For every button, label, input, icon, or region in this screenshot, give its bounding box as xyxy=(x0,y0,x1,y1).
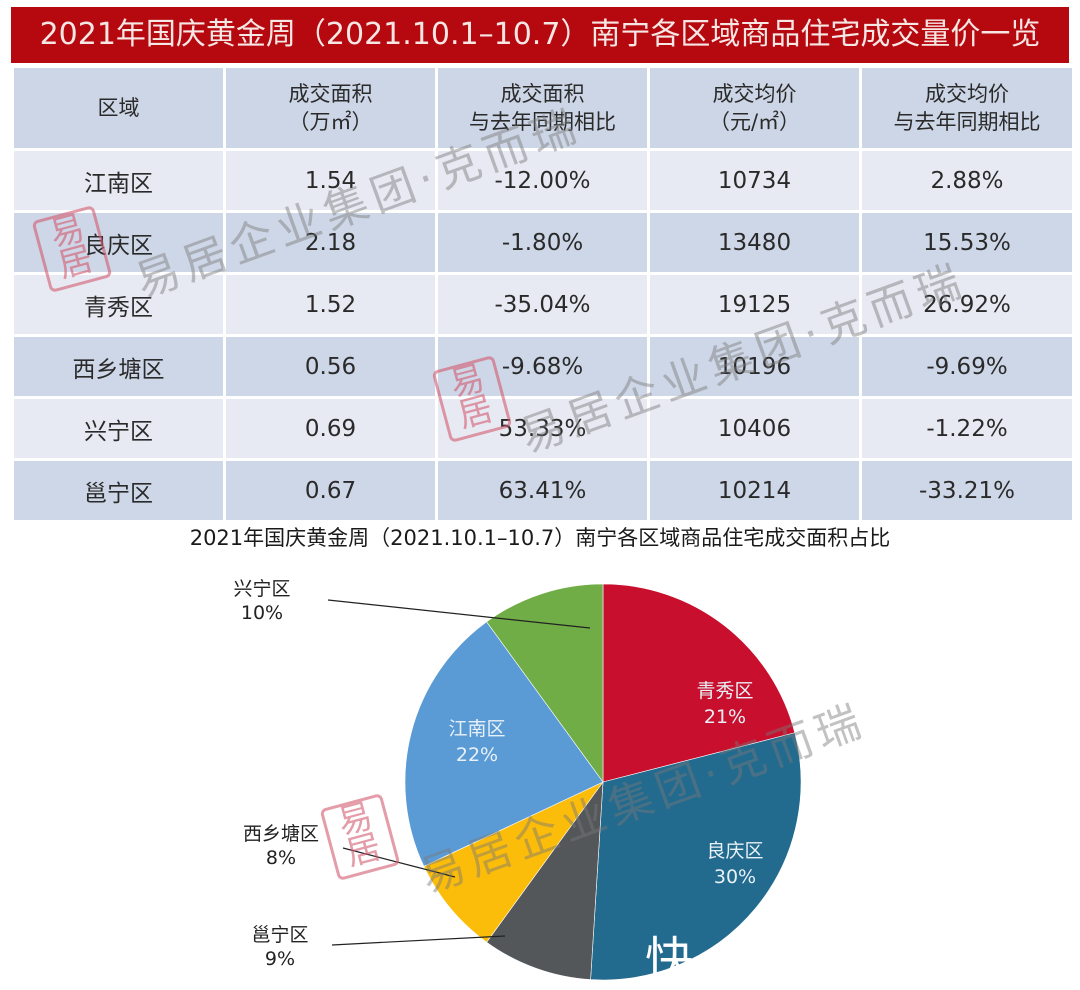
pie-slice xyxy=(602,583,796,783)
cell-area: 0.67 xyxy=(226,461,435,523)
table-row: 良庆区 2.18 -1.80% 13480 15.53% xyxy=(14,213,1072,275)
slice-name: 青秀区 xyxy=(696,680,754,702)
cell-district: 邕宁区 xyxy=(14,461,223,523)
slice-percent: 30% xyxy=(713,866,757,888)
slice-percent: 9% xyxy=(264,948,296,970)
col-header-label: 区域 xyxy=(97,96,140,120)
table-title: 2021年国庆黄金周（2021.10.1–10.7）南宁各区域商品住宅成交量价一… xyxy=(11,7,1069,63)
cell-area: 1.52 xyxy=(226,275,435,337)
table-header-row: 区域 成交面积 （万㎡） 成交面积与去年同期相比 成交均价 （元/㎡） 成交均价与去… xyxy=(14,68,1072,151)
corner-overlay-text: 快 xyxy=(645,932,698,988)
cell-price-yoy: 15.53% xyxy=(862,213,1072,275)
cell-price: 10734 xyxy=(650,151,859,213)
pie-label-yongning: 邕宁区 9% xyxy=(240,923,320,971)
cell-area-yoy: 53.33% xyxy=(438,399,647,461)
slice-name: 良庆区 xyxy=(706,840,764,862)
cell-price-yoy: 26.92% xyxy=(862,275,1072,337)
pie-slice xyxy=(590,732,802,981)
cell-price-yoy: 2.88% xyxy=(862,151,1072,213)
cell-area-yoy: 63.41% xyxy=(438,461,647,523)
col-header-label: 成交面积 xyxy=(500,82,585,106)
transaction-table: 区域 成交面积 （万㎡） 成交面积与去年同期相比 成交均价 （元/㎡） 成交均价与去… xyxy=(11,68,1075,523)
cell-price: 13480 xyxy=(650,213,859,275)
cell-price: 10214 xyxy=(650,461,859,523)
cell-price: 10406 xyxy=(650,399,859,461)
col-header-label: 成交均价 xyxy=(925,82,1009,106)
leader-line xyxy=(327,599,591,629)
cell-price-yoy: -1.22% xyxy=(862,399,1072,461)
leader-line xyxy=(342,847,456,878)
slice-percent: 21% xyxy=(703,706,747,728)
cell-area: 0.56 xyxy=(226,337,435,399)
col-header-price: 成交均价 （元/㎡） xyxy=(650,68,859,151)
cell-area: 2.18 xyxy=(226,213,435,275)
cell-area-yoy: -35.04% xyxy=(438,275,647,337)
slice-name: 兴宁区 xyxy=(233,578,291,600)
cell-district: 西乡塘区 xyxy=(14,337,223,399)
col-header-sublabel: （元/㎡） xyxy=(708,110,801,134)
col-header-sublabel: 与去年同期相比 xyxy=(469,110,616,134)
table-row: 兴宁区 0.69 53.33% 10406 -1.22% xyxy=(14,399,1072,461)
cell-district: 青秀区 xyxy=(14,275,223,337)
cell-area-yoy: -1.80% xyxy=(438,213,647,275)
pie-label-jiangnan: 江南区 22% xyxy=(432,716,522,768)
cell-area-yoy: -9.68% xyxy=(438,337,647,399)
cell-district: 江南区 xyxy=(14,151,223,213)
pie-label-qingxiu: 青秀区 21% xyxy=(680,678,770,730)
cell-price-yoy: -9.69% xyxy=(862,337,1072,399)
col-header-sublabel: （万㎡） xyxy=(288,110,373,134)
cell-area: 0.69 xyxy=(226,399,435,461)
cell-price-yoy: -33.21% xyxy=(862,461,1072,523)
slice-percent: 22% xyxy=(455,744,499,766)
pie-label-liangqing: 良庆区 30% xyxy=(690,838,780,890)
slice-percent: 10% xyxy=(240,602,284,624)
col-header-price-yoy: 成交均价与去年同期相比 xyxy=(862,68,1072,151)
pie-label-xixiangtang: 西乡塘区 8% xyxy=(226,822,336,870)
cell-district: 兴宁区 xyxy=(14,399,223,461)
leader-line xyxy=(331,935,506,946)
cell-price: 10196 xyxy=(650,337,859,399)
col-header-district: 区域 xyxy=(14,68,223,151)
col-header-area: 成交面积 （万㎡） xyxy=(226,68,435,151)
pie-slice xyxy=(486,780,604,980)
cell-district: 良庆区 xyxy=(14,213,223,275)
table-row: 西乡塘区 0.56 -9.68% 10196 -9.69% xyxy=(14,337,1072,399)
col-header-sublabel: 与去年同期相比 xyxy=(893,110,1041,134)
col-header-area-yoy: 成交面积与去年同期相比 xyxy=(438,68,647,151)
table-row: 邕宁区 0.67 63.41% 10214 -33.21% xyxy=(14,461,1072,523)
slice-name: 西乡塘区 xyxy=(242,823,319,845)
col-header-label: 成交均价 xyxy=(712,82,797,106)
pie-chart-title: 2021年国庆黄金周（2021.10.1–10.7）南宁各区域商品住宅成交面积占… xyxy=(189,526,891,550)
table-row: 江南区 1.54 -12.00% 10734 2.88% xyxy=(14,151,1072,213)
pie-slice xyxy=(486,583,604,783)
slice-percent: 8% xyxy=(265,847,297,869)
pie-slice xyxy=(404,621,604,867)
col-header-label: 成交面积 xyxy=(288,82,373,106)
pie-slice xyxy=(423,781,604,943)
cell-area-yoy: -12.00% xyxy=(438,151,647,213)
table-row: 青秀区 1.52 -35.04% 19125 26.92% xyxy=(14,275,1072,337)
cell-area: 1.54 xyxy=(226,151,435,213)
slice-name: 江南区 xyxy=(448,718,506,740)
cell-price: 19125 xyxy=(650,275,859,337)
slice-name: 邕宁区 xyxy=(251,924,309,946)
pie-label-xingning: 兴宁区 10% xyxy=(222,577,302,625)
